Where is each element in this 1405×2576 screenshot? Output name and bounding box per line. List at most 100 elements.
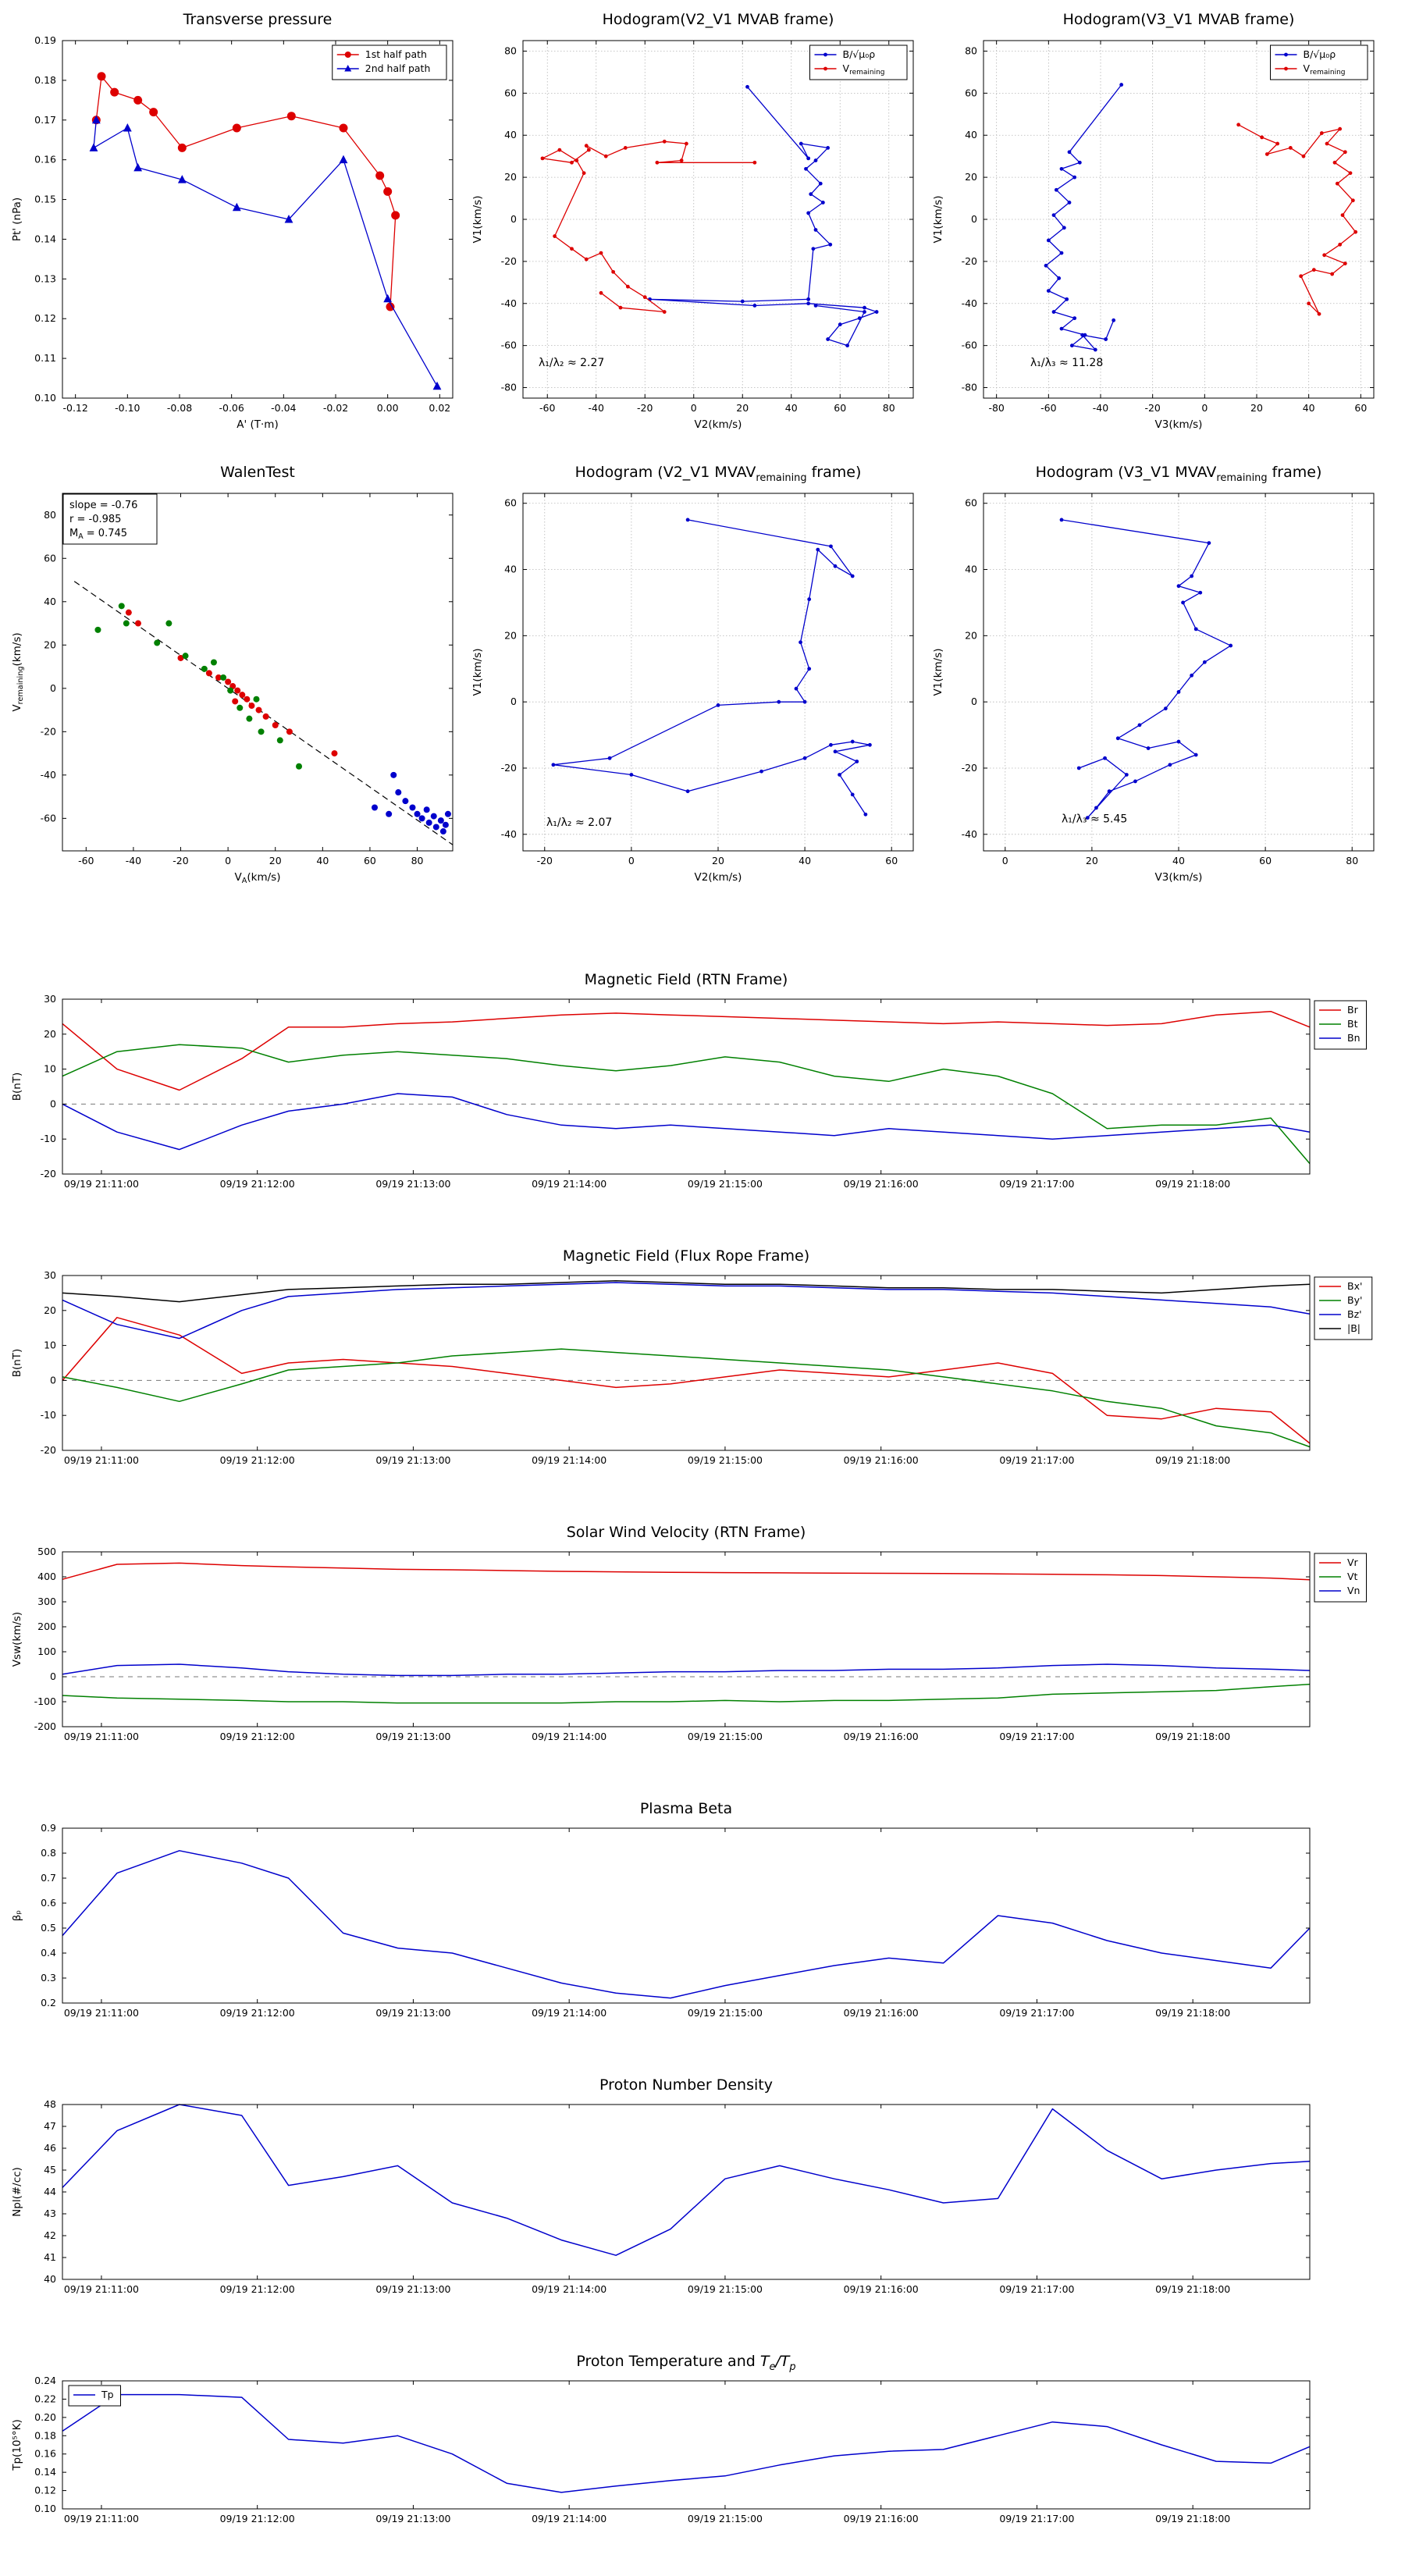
svg-text:40: 40 <box>44 596 56 607</box>
svg-text:Vremaining: Vremaining <box>843 62 885 76</box>
svg-text:0.00: 0.00 <box>377 402 399 414</box>
svg-text:47: 47 <box>44 2120 56 2132</box>
svg-text:0.6: 0.6 <box>41 1897 56 1909</box>
svg-text:0.3: 0.3 <box>41 1972 56 1984</box>
svg-text:Bt: Bt <box>1347 1018 1358 1030</box>
svg-text:09/19 21:11:00: 09/19 21:11:00 <box>64 1731 139 1742</box>
hodogram-v2v1-mvav-chart: -20 0 20 40 60 -40 -20 0 20 40 60 V2(km/s) V1(km/s) λ… <box>471 493 914 884</box>
svg-text:0: 0 <box>510 696 517 707</box>
svg-text:09/19 21:11:00: 09/19 21:11:00 <box>64 1454 139 1466</box>
panel-walen-test: WalenTest -60 -40 -20 0 20 40 60 80 -60 -40 -20 0 20… <box>8 462 468 888</box>
panel-b-rtn: Magnetic Field (RTN Frame) 09/19 21:11:0… <box>8 970 1397 1202</box>
svg-text:80: 80 <box>883 402 895 414</box>
svg-text:09/19 21:18:00: 09/19 21:18:00 <box>1155 1178 1230 1190</box>
svg-text:-20: -20 <box>41 1168 56 1179</box>
row-second: WalenTest -60 -40 -20 0 20 40 60 80 -60 -40 -20 0 20… <box>8 462 1397 888</box>
chart-title-proton-density: Proton Number Density <box>599 2076 773 2094</box>
svg-text:20: 20 <box>1250 402 1263 414</box>
svg-text:09/19 21:13:00: 09/19 21:13:00 <box>375 1178 450 1190</box>
svg-text:-80: -80 <box>501 382 517 393</box>
svg-text:20: 20 <box>712 855 724 866</box>
svg-text:Vt: Vt <box>1347 1571 1358 1582</box>
svg-text:-20: -20 <box>501 255 517 267</box>
svg-text:80: 80 <box>965 44 977 56</box>
svg-text:20: 20 <box>1086 855 1098 866</box>
legend: B/√μ₀ρ Vremaining <box>1270 44 1368 80</box>
svg-text:0: 0 <box>225 855 231 866</box>
svg-text:0.8: 0.8 <box>41 1847 56 1859</box>
series-s2 <box>94 603 303 770</box>
proton-temperature-chart: 09/19 21:11:00 09/19 21:12:00 09/19 21:13:… <box>11 2375 1311 2524</box>
svg-text:41: 41 <box>44 2251 56 2263</box>
svg-text:V2(km/s): V2(km/s) <box>695 418 742 431</box>
chart-title-hodogram-v3v1-mvab: Hodogram(V3_V1 MVAB frame) <box>1062 11 1295 28</box>
svg-text:200: 200 <box>37 1621 56 1632</box>
svg-text:09/19 21:18:00: 09/19 21:18:00 <box>1155 1454 1230 1466</box>
series-tp <box>62 2393 1311 2493</box>
series-s0 <box>62 1850 1311 1999</box>
svg-text:λ₁/λ₃ ≈ 11.28: λ₁/λ₃ ≈ 11.28 <box>1030 357 1103 369</box>
series-bt <box>62 1044 1311 1165</box>
chart-title-plasma-beta: Plasma Beta <box>639 1800 733 1817</box>
svg-text:Tp(10⁵°K): Tp(10⁵°K) <box>11 2419 23 2471</box>
svg-text:-20: -20 <box>1144 402 1160 414</box>
svg-text:0.2: 0.2 <box>41 1997 56 2008</box>
svg-text:09/19 21:14:00: 09/19 21:14:00 <box>532 2513 606 2524</box>
axes-ticks: 09/19 21:11:00 09/19 21:12:00 09/19 21:13:… <box>41 1822 1310 2019</box>
panel-hodogram-v3v1-mvab: Hodogram(V3_V1 MVAB frame) -80 -60 -40 -20 0… <box>929 9 1389 436</box>
svg-text:09/19 21:15:00: 09/19 21:15:00 <box>688 1731 763 1742</box>
legend: Bx' By' Bz' |B| <box>1314 1276 1373 1340</box>
plot-border <box>62 2380 1311 2510</box>
svg-text:Vremaining(km/s): Vremaining(km/s) <box>11 632 25 711</box>
svg-text:0: 0 <box>971 696 977 707</box>
svg-text:VA(km/s): VA(km/s) <box>235 871 281 885</box>
svg-text:09/19 21:18:00: 09/19 21:18:00 <box>1155 1731 1230 1742</box>
svg-text:20: 20 <box>44 639 56 650</box>
svg-text:0.7: 0.7 <box>41 1872 56 1884</box>
axes-ticks: 09/19 21:11:00 09/19 21:12:00 09/19 21:13:… <box>41 993 1310 1190</box>
magnetic-field-rtn-chart: 09/19 21:11:00 09/19 21:12:00 09/19 21:13:… <box>11 993 1367 1190</box>
svg-text:MA = 0.745: MA = 0.745 <box>69 528 127 541</box>
svg-text:09/19 21:16:00: 09/19 21:16:00 <box>844 1178 919 1190</box>
svg-text:Br: Br <box>1347 1004 1359 1016</box>
svg-text:-0.10: -0.10 <box>115 402 140 414</box>
svg-text:-0.08: -0.08 <box>167 402 192 414</box>
svg-text:09/19 21:13:00: 09/19 21:13:00 <box>375 1731 450 1742</box>
svg-text:0: 0 <box>628 855 635 866</box>
plot-border <box>62 1827 1311 2004</box>
svg-text:-60: -60 <box>501 340 517 351</box>
svg-text:-40: -40 <box>1093 402 1108 414</box>
svg-text:-20: -20 <box>637 402 653 414</box>
svg-text:Vn: Vn <box>1347 1585 1360 1596</box>
svg-text:-60: -60 <box>1040 402 1056 414</box>
svg-text:-40: -40 <box>962 297 977 309</box>
svg-text:40: 40 <box>965 564 977 575</box>
panel-vsw-rtn: Solar Wind Velocity (RTN Frame) 09/19 21… <box>8 1522 1397 1755</box>
svg-text:-20: -20 <box>537 855 553 866</box>
svg-text:09/19 21:16:00: 09/19 21:16:00 <box>844 2007 919 2019</box>
svg-text:Tp: Tp <box>101 2389 114 2400</box>
svg-text:09/19 21:12:00: 09/19 21:12:00 <box>220 2283 295 2295</box>
panel-b-flux-rope: Magnetic Field (Flux Rope Frame) 09/19 2… <box>8 1246 1397 1478</box>
svg-text:09/19 21:11:00: 09/19 21:11:00 <box>64 1178 139 1190</box>
svg-text:λ₁/λ₂ ≈ 2.07: λ₁/λ₂ ≈ 2.07 <box>546 817 612 829</box>
svg-text:-20: -20 <box>962 762 977 774</box>
series-by- <box>62 1348 1311 1448</box>
svg-text:0.20: 0.20 <box>34 2411 56 2423</box>
svg-text:0.16: 0.16 <box>34 2448 56 2460</box>
svg-text:09/19 21:15:00: 09/19 21:15:00 <box>688 2513 763 2524</box>
svg-text:40: 40 <box>785 402 798 414</box>
svg-text:09/19 21:15:00: 09/19 21:15:00 <box>688 1178 763 1190</box>
svg-text:-20: -20 <box>41 725 56 737</box>
svg-text:09/19 21:14:00: 09/19 21:14:00 <box>532 1731 606 1742</box>
series-v-remaining- <box>1236 123 1358 316</box>
chart-title-walen-test: WalenTest <box>220 464 295 481</box>
svg-text:V1(km/s): V1(km/s) <box>471 196 484 244</box>
svg-text:Bn: Bn <box>1347 1032 1361 1044</box>
svg-text:60: 60 <box>504 87 517 98</box>
svg-text:βₚ: βₚ <box>11 1910 23 1921</box>
plot-border <box>62 1275 1311 1451</box>
svg-text:09/19 21:17:00: 09/19 21:17:00 <box>999 2283 1074 2295</box>
panel-plasma-beta: Plasma Beta 09/19 21:11:00 09/19 21:12:00… <box>8 1799 1397 2031</box>
svg-text:60: 60 <box>965 497 977 509</box>
